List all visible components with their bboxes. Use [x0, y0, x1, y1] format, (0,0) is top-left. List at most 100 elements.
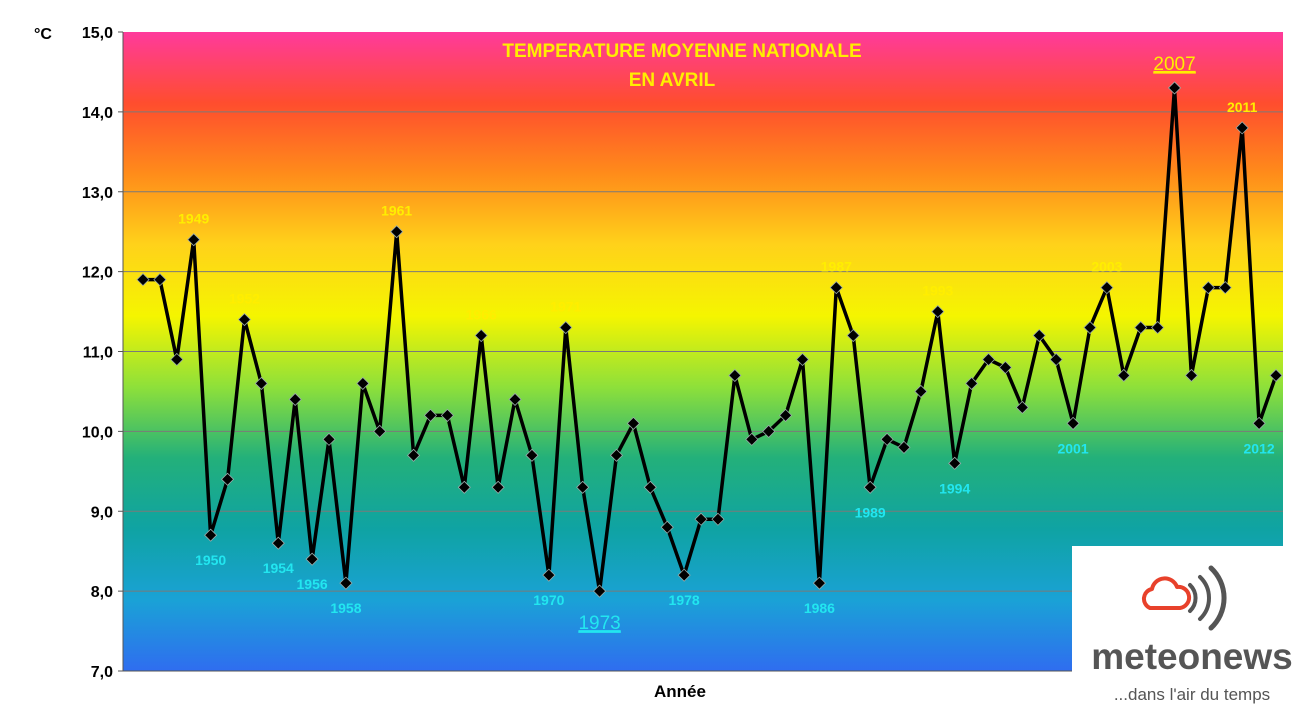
- y-tick-label: 15,0: [82, 25, 113, 42]
- data-point: [931, 304, 945, 319]
- data-point: [204, 528, 218, 542]
- data-point: [1184, 368, 1199, 383]
- data-point: [356, 376, 370, 391]
- data-point: [1134, 320, 1148, 335]
- data-point: [694, 512, 708, 526]
- data-point: [914, 384, 928, 399]
- annotation-label-2001: 2001: [1057, 440, 1088, 456]
- data-point: [779, 408, 793, 422]
- annotation-label-2003: 2003: [1091, 259, 1122, 275]
- data-point: [254, 376, 268, 391]
- data-point: [305, 552, 319, 566]
- annotation-label-2011: 2011: [1227, 99, 1258, 115]
- data-point: [660, 520, 674, 534]
- data-point: [271, 536, 285, 550]
- data-point: [1100, 281, 1114, 295]
- data-point: [1167, 81, 1182, 95]
- data-point: [542, 568, 556, 582]
- annotation-label-1950: 1950: [195, 552, 226, 568]
- data-point: [711, 512, 725, 526]
- data-point: [829, 281, 843, 295]
- data-point: [1201, 281, 1215, 295]
- y-tick-label: 12,0: [82, 265, 113, 282]
- annotation-label-1994: 1994: [939, 480, 970, 496]
- data-point: [728, 368, 742, 383]
- y-axis-unit-label: °C: [34, 26, 52, 43]
- data-point: [1269, 368, 1283, 383]
- data-point: [643, 480, 657, 494]
- data-point: [559, 320, 573, 335]
- data-point: [390, 225, 404, 239]
- data-point: [491, 480, 505, 494]
- data-point: [846, 328, 860, 343]
- data-point: [1235, 121, 1249, 135]
- data-point: [1083, 320, 1097, 335]
- annotation-label-1961: 1961: [381, 203, 412, 219]
- annotation-label-2007: 2007: [1153, 54, 1195, 75]
- data-point: [187, 233, 201, 247]
- annotation-label-1954: 1954: [263, 560, 294, 576]
- y-tick-label: 7,0: [91, 664, 113, 681]
- data-point: [609, 448, 624, 462]
- annotation-label-1978: 1978: [669, 592, 700, 608]
- data-point: [322, 432, 336, 446]
- data-point: [474, 328, 488, 343]
- data-point: [795, 352, 810, 367]
- y-tick-label: 10,0: [82, 424, 113, 441]
- data-point: [153, 273, 167, 287]
- data-point: [407, 448, 421, 462]
- data-point: [576, 480, 590, 494]
- data-point: [998, 360, 1012, 375]
- data-point: [880, 432, 894, 446]
- data-point: [508, 392, 522, 406]
- x-axis-label: Année: [654, 682, 706, 701]
- y-tick-label: 11,0: [83, 345, 113, 362]
- data-point: [457, 480, 471, 494]
- data-point: [762, 424, 776, 438]
- data-point: [897, 440, 911, 454]
- data-point: [288, 392, 302, 406]
- y-tick-label: 13,0: [82, 185, 113, 202]
- data-point: [626, 416, 640, 430]
- data-point: [593, 584, 607, 598]
- data-point: [863, 480, 877, 494]
- annotation-label-1971: 1971: [550, 299, 581, 315]
- annotation-label-1993: 1993: [922, 283, 953, 299]
- annotation-label-1970: 1970: [533, 592, 564, 608]
- data-point: [1151, 320, 1165, 335]
- y-tick-label: 8,0: [91, 584, 113, 601]
- annotation-label-1952: 1952: [229, 291, 260, 307]
- meteonews-logo: meteonews ...dans l'air du temps: [1072, 546, 1313, 717]
- data-point: [1032, 328, 1046, 343]
- annotation-label-1986: 1986: [804, 600, 835, 616]
- y-tick-label: 14,0: [82, 105, 113, 122]
- annotation-label-1966: 1966: [466, 307, 497, 323]
- data-point: [220, 472, 235, 486]
- annotation-label-1956: 1956: [297, 576, 328, 592]
- data-point: [965, 376, 979, 391]
- annotation-label-1949: 1949: [178, 211, 209, 227]
- annotation-label-1958: 1958: [330, 600, 361, 616]
- data-point: [440, 408, 454, 422]
- data-point: [373, 424, 387, 438]
- data-point: [948, 456, 962, 470]
- logo-panel: [1072, 546, 1313, 717]
- logo-wordmark: meteonews: [1091, 636, 1293, 677]
- data-point: [423, 408, 438, 422]
- data-point: [1066, 416, 1080, 430]
- chart-title-line-2: EN AVRIL: [629, 70, 716, 91]
- data-point: [237, 312, 252, 327]
- data-point: [170, 352, 184, 367]
- data-point: [981, 352, 996, 367]
- y-tick-label: 9,0: [91, 504, 113, 521]
- logo-tagline: ...dans l'air du temps: [1114, 685, 1270, 704]
- data-point: [745, 432, 759, 446]
- cloud-signal-icon: [1141, 565, 1227, 631]
- data-point: [812, 576, 826, 590]
- data-point: [525, 448, 539, 462]
- data-point: [1049, 352, 1063, 367]
- temperature-series-line: [143, 86, 1278, 593]
- data-point: [677, 568, 691, 582]
